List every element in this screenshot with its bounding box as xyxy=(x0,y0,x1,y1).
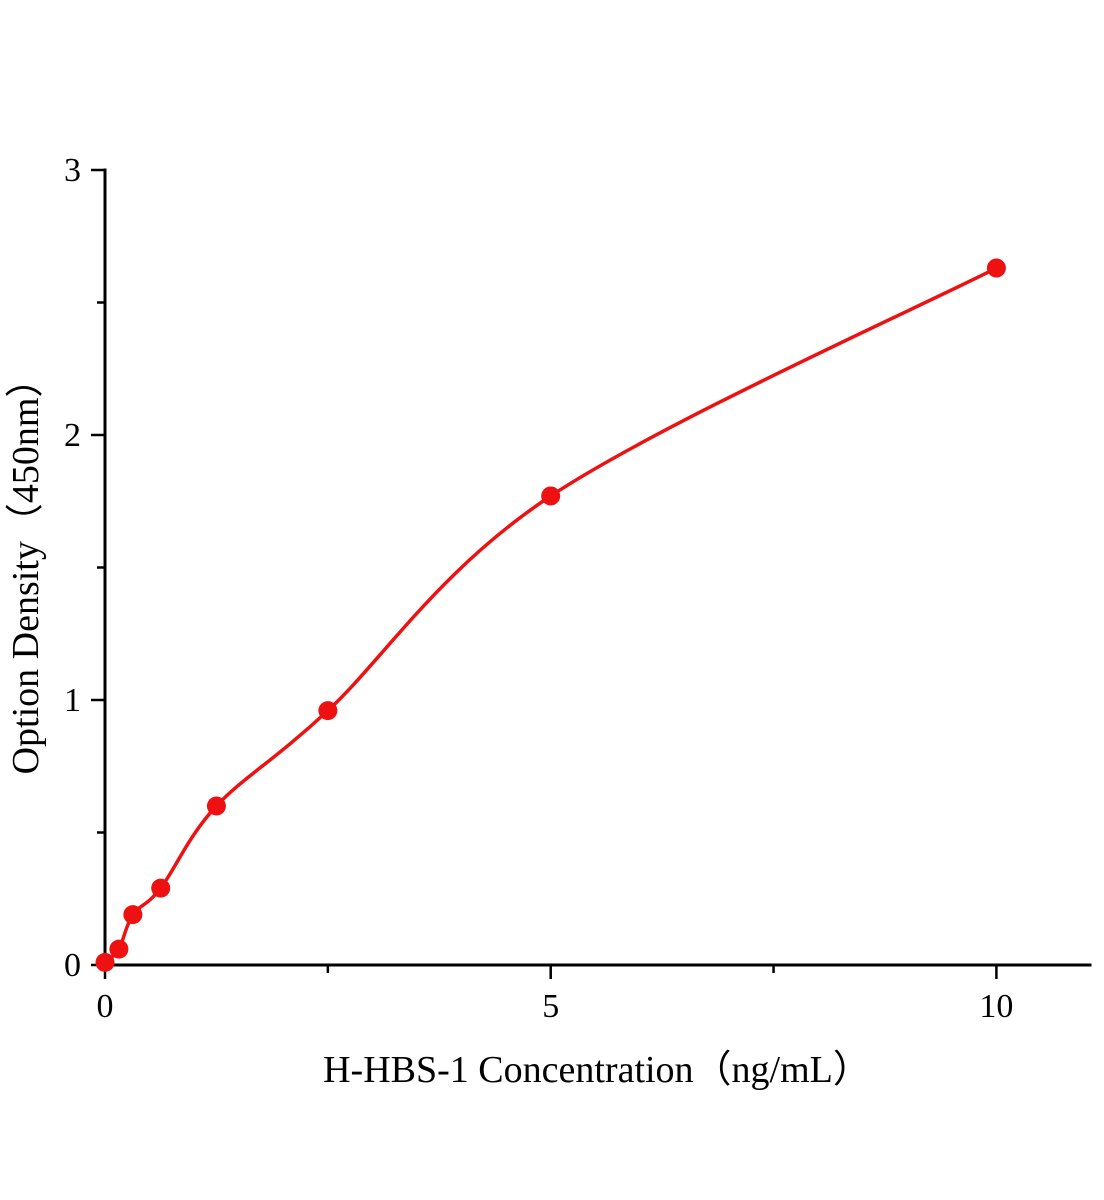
x-tick-label: 5 xyxy=(542,988,559,1025)
y-axis-label: Option Density（450nm） xyxy=(5,360,47,775)
data-point xyxy=(206,796,226,816)
plot-area: 0 5 10 0 1 2 3 xyxy=(64,152,1092,1025)
data-point xyxy=(318,701,338,721)
data-point xyxy=(986,258,1006,278)
x-tick-label: 10 xyxy=(979,988,1013,1025)
x-axis-label: H-HBS-1 Concentration（ng/mL） xyxy=(323,1049,871,1091)
data-point xyxy=(109,939,129,959)
data-point xyxy=(95,952,115,972)
x-tick-label: 0 xyxy=(97,988,114,1025)
y-tick-label: 3 xyxy=(64,152,81,189)
data-point xyxy=(541,486,561,506)
data-point xyxy=(151,878,171,898)
y-tick-label: 0 xyxy=(64,947,81,984)
fit-curve xyxy=(103,266,999,965)
y-tick-label: 2 xyxy=(64,417,81,454)
data-point xyxy=(123,905,143,925)
y-tick-label: 1 xyxy=(64,682,81,719)
